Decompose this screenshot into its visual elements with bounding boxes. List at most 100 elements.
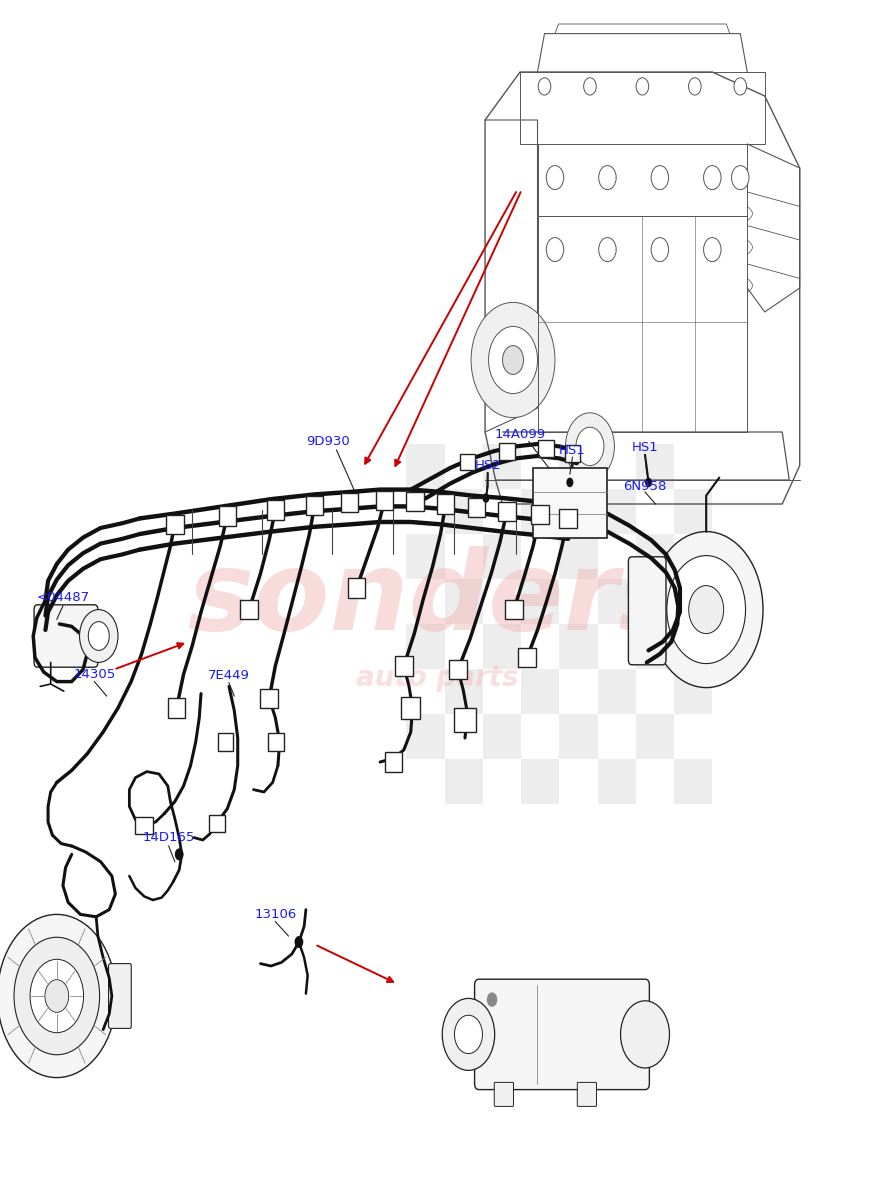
Circle shape bbox=[503, 346, 524, 374]
Bar bbox=[445, 670, 482, 714]
FancyBboxPatch shape bbox=[533, 468, 607, 538]
FancyBboxPatch shape bbox=[108, 964, 131, 1028]
Circle shape bbox=[175, 848, 184, 860]
Bar bbox=[437, 494, 454, 514]
Bar bbox=[449, 660, 467, 679]
FancyBboxPatch shape bbox=[495, 1082, 514, 1106]
Circle shape bbox=[645, 478, 652, 487]
Circle shape bbox=[636, 78, 649, 95]
Bar bbox=[674, 490, 712, 534]
Circle shape bbox=[732, 166, 749, 190]
Bar bbox=[559, 624, 598, 670]
Bar bbox=[468, 498, 485, 517]
Bar bbox=[565, 445, 580, 462]
Bar bbox=[406, 534, 445, 578]
Circle shape bbox=[30, 959, 84, 1033]
FancyBboxPatch shape bbox=[628, 557, 666, 665]
Text: 14305: 14305 bbox=[73, 668, 115, 680]
Bar bbox=[168, 698, 185, 718]
Bar bbox=[454, 708, 476, 732]
Bar bbox=[166, 515, 184, 534]
Bar bbox=[498, 502, 516, 521]
Text: sonders: sonders bbox=[188, 546, 686, 654]
Circle shape bbox=[471, 302, 555, 418]
Bar bbox=[209, 815, 225, 832]
FancyBboxPatch shape bbox=[34, 605, 98, 667]
Circle shape bbox=[489, 326, 538, 394]
Text: 14D165: 14D165 bbox=[142, 832, 195, 844]
Circle shape bbox=[45, 979, 69, 1013]
Bar bbox=[385, 752, 402, 772]
Text: HS2: HS2 bbox=[475, 460, 501, 472]
Bar bbox=[240, 600, 258, 619]
Text: 13106: 13106 bbox=[254, 908, 296, 920]
Circle shape bbox=[689, 586, 724, 634]
Circle shape bbox=[442, 998, 495, 1070]
Text: auto parts: auto parts bbox=[356, 664, 518, 692]
Bar bbox=[348, 578, 365, 598]
Bar bbox=[395, 656, 413, 676]
Bar bbox=[406, 624, 445, 670]
Bar bbox=[559, 714, 598, 758]
Bar bbox=[521, 578, 559, 624]
Circle shape bbox=[538, 78, 551, 95]
FancyBboxPatch shape bbox=[475, 979, 649, 1090]
Bar bbox=[538, 440, 554, 457]
Circle shape bbox=[599, 166, 616, 190]
Bar bbox=[445, 490, 482, 534]
Bar bbox=[505, 600, 523, 619]
Circle shape bbox=[14, 937, 100, 1055]
Bar bbox=[445, 760, 482, 804]
Bar bbox=[559, 444, 598, 490]
Bar bbox=[636, 534, 674, 578]
Bar bbox=[499, 443, 515, 460]
Bar bbox=[376, 491, 393, 510]
Bar bbox=[341, 493, 358, 512]
Bar bbox=[559, 509, 577, 528]
Circle shape bbox=[649, 532, 763, 688]
Circle shape bbox=[565, 413, 614, 480]
Circle shape bbox=[734, 78, 746, 95]
Bar bbox=[559, 534, 598, 578]
Circle shape bbox=[599, 238, 616, 262]
Bar bbox=[482, 444, 521, 490]
Bar bbox=[674, 760, 712, 804]
Bar bbox=[521, 490, 559, 534]
Circle shape bbox=[80, 610, 118, 662]
Circle shape bbox=[566, 478, 573, 487]
Bar bbox=[598, 578, 636, 624]
Bar bbox=[406, 492, 424, 511]
Circle shape bbox=[546, 238, 564, 262]
Bar bbox=[445, 578, 482, 624]
Circle shape bbox=[651, 166, 669, 190]
Bar bbox=[636, 444, 674, 490]
Circle shape bbox=[689, 78, 701, 95]
Bar bbox=[636, 714, 674, 758]
Circle shape bbox=[704, 238, 721, 262]
Bar bbox=[531, 505, 549, 524]
Bar bbox=[521, 670, 559, 714]
Circle shape bbox=[667, 556, 746, 664]
Bar bbox=[598, 670, 636, 714]
Circle shape bbox=[454, 1015, 482, 1054]
Bar bbox=[482, 624, 521, 670]
Circle shape bbox=[487, 992, 497, 1007]
Text: <04487: <04487 bbox=[37, 592, 89, 604]
Bar bbox=[598, 760, 636, 804]
Bar bbox=[518, 648, 536, 667]
FancyBboxPatch shape bbox=[578, 1082, 597, 1106]
Bar bbox=[401, 697, 420, 719]
Bar bbox=[406, 714, 445, 758]
Bar bbox=[135, 817, 153, 834]
Circle shape bbox=[0, 914, 116, 1078]
Circle shape bbox=[546, 166, 564, 190]
Bar bbox=[406, 444, 445, 490]
Text: 9D930: 9D930 bbox=[306, 436, 350, 448]
Bar bbox=[218, 506, 236, 526]
Bar bbox=[521, 760, 559, 804]
Bar bbox=[674, 578, 712, 624]
Text: HS1: HS1 bbox=[632, 442, 658, 454]
Bar bbox=[267, 500, 284, 520]
Text: 7E449: 7E449 bbox=[208, 670, 250, 682]
Bar bbox=[260, 689, 278, 708]
